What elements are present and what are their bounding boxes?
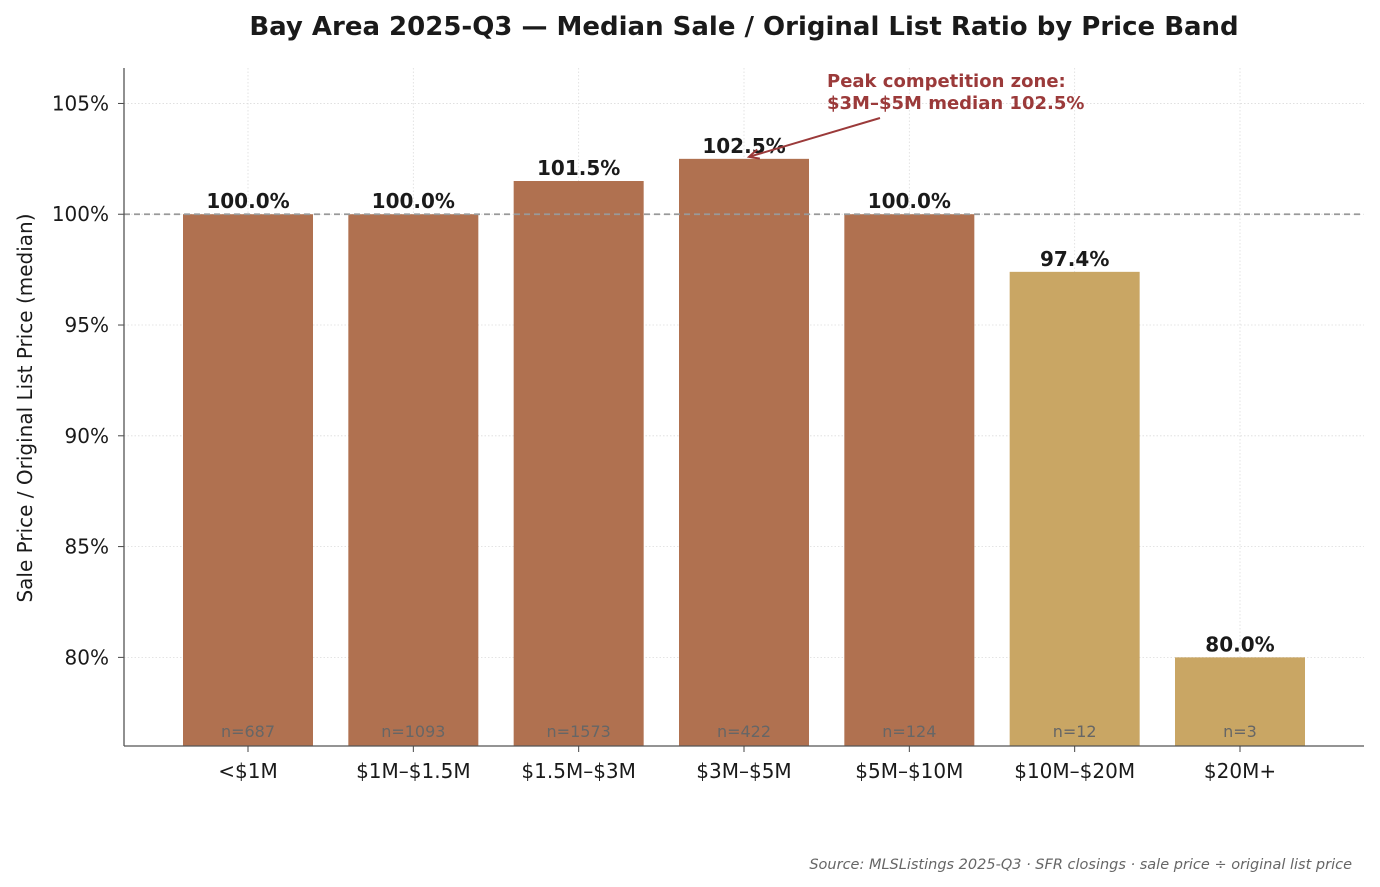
chart-title: Bay Area 2025-Q3 — Median Sale / Origina…	[249, 12, 1239, 42]
y-tick-label: 80%	[65, 645, 109, 669]
annotation-text: $3M–$5M median 102.5%	[827, 93, 1084, 114]
annotation-text: Peak competition zone:	[827, 71, 1066, 92]
bar	[1009, 271, 1140, 746]
sample-size-label: n=687	[221, 722, 275, 741]
bar-value-label: 100.0%	[372, 189, 455, 213]
y-tick-label: 90%	[65, 424, 109, 448]
bar-value-label: 100.0%	[206, 189, 289, 213]
sample-size-label: n=422	[717, 722, 771, 741]
x-tick-label: $20M+	[1204, 759, 1276, 783]
bar-value-label: 97.4%	[1040, 247, 1109, 271]
bar	[183, 214, 313, 746]
sample-size-label: n=12	[1053, 722, 1097, 741]
y-tick-label: 95%	[65, 313, 109, 337]
source-note: Source: MLSListings 2025-Q3 · SFR closin…	[809, 857, 1352, 873]
bar-value-label: 101.5%	[537, 156, 620, 180]
annotation: Peak competition zone:$3M–$5M median 102…	[746, 71, 1084, 160]
x-tick-label: $10M–$20M	[1014, 759, 1135, 783]
y-tick-label: 105%	[52, 91, 109, 115]
sample-size-label: n=124	[882, 722, 936, 741]
y-tick-label: 85%	[65, 535, 109, 559]
bar	[844, 214, 975, 746]
bar-value-label: 80.0%	[1205, 632, 1274, 656]
y-axis-title: Sale Price / Original List Price (median…	[13, 213, 37, 602]
x-tick-label: $1M–$1.5M	[356, 759, 471, 783]
bar	[1175, 657, 1305, 746]
y-tick-label: 100%	[52, 202, 109, 226]
sample-size-label: n=3	[1223, 722, 1257, 741]
axis-layer: 80% 85% 90% 95% 100% 105% <$1M $1M–$1.5M $1.5M–$…	[52, 68, 1364, 783]
annotation-arrow	[748, 117, 881, 158]
x-tick-label: $3M–$5M	[696, 759, 791, 783]
bar-value-label: 102.5%	[702, 134, 785, 158]
sample-size-label: n=1093	[381, 722, 445, 741]
bar	[348, 214, 479, 746]
bar-layer	[183, 158, 1305, 746]
x-tick-label: $5M–$10M	[855, 759, 963, 783]
bar	[513, 181, 644, 746]
x-tick-label: <$1M	[218, 759, 277, 783]
label-layer: 100.0% n=687 100.0% n=1093 101.5% n=1573 102.5…	[206, 134, 1274, 741]
x-tick-label: $1.5M–$3M	[521, 759, 636, 783]
bar	[679, 158, 809, 746]
sample-size-label: n=1573	[547, 722, 611, 741]
annotation-arrowhead	[746, 148, 761, 160]
bar-value-label: 100.0%	[868, 189, 951, 213]
